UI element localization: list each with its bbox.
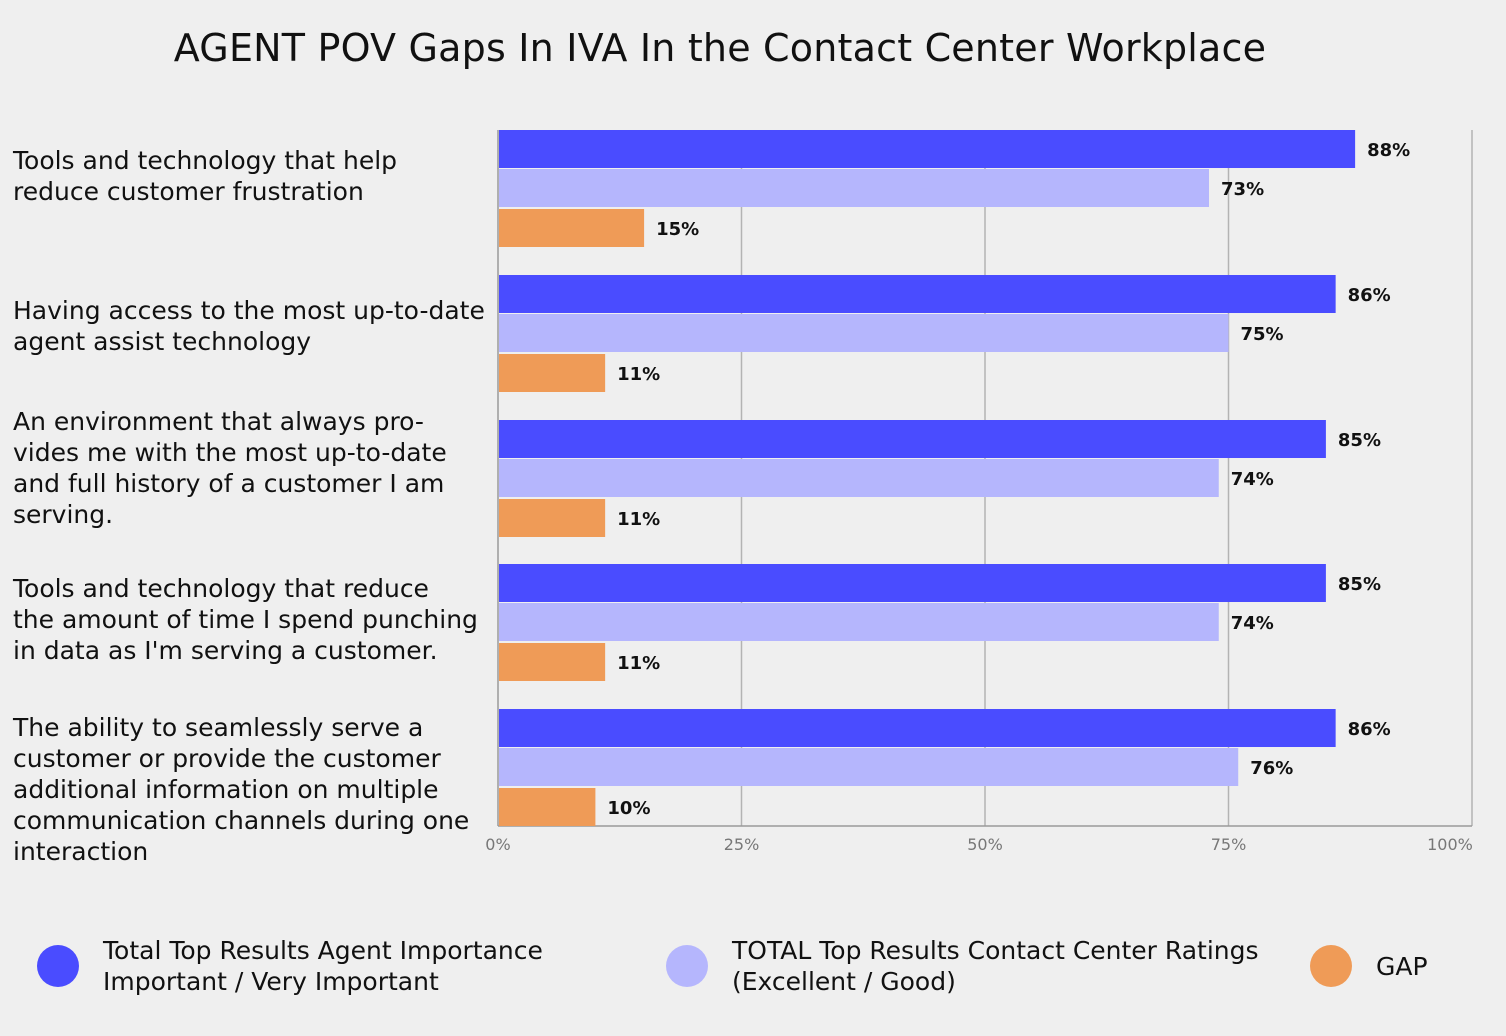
legend-item: TOTAL Top Results Contact Center Ratings…: [666, 935, 1259, 997]
category-label: Having access to the most up-to-date age…: [13, 296, 485, 356]
legend-swatch: [666, 945, 708, 987]
category-label: The ability to seamlessly serve a custom…: [13, 713, 470, 866]
data-label: 73%: [1221, 179, 1264, 200]
bar-series2-cat1: [499, 354, 606, 392]
x-tick-label: 75%: [1211, 835, 1247, 854]
x-tick-label: 0%: [485, 835, 510, 854]
data-label: 74%: [1231, 613, 1274, 634]
category-label: Tools and technology that help reduce cu…: [13, 146, 398, 206]
data-label: 11%: [617, 509, 660, 530]
data-label: 75%: [1241, 324, 1284, 345]
data-label: 76%: [1250, 758, 1293, 779]
bar-series2-cat4: [499, 788, 596, 826]
data-label: 15%: [656, 219, 699, 240]
bar-chart: 0% 25% 50% 75% 100% 88% 86% 85% 85% 86% 73% 75% 74% 7…: [485, 130, 1473, 854]
data-label: 85%: [1338, 430, 1381, 451]
bar-series2-cat0: [499, 209, 645, 247]
x-tick-label: 25%: [724, 835, 760, 854]
legend-label: GAP: [1376, 951, 1428, 981]
bar-series2-cat3: [499, 643, 606, 681]
bar-series1-cat1: [499, 314, 1229, 352]
legend-item: GAP: [1310, 945, 1428, 987]
legend-item: Total Top Results Agent Importance Impor…: [37, 935, 543, 997]
category-label: Tools and technology that reduce the amo…: [13, 574, 478, 665]
bar-series1-cat0: [499, 169, 1210, 207]
bar-series0-cat2: [499, 420, 1326, 458]
category-label: An environment that always pro- vides me…: [13, 407, 447, 529]
bar-series0-cat0: [499, 130, 1356, 168]
data-label: 86%: [1348, 285, 1391, 306]
data-label: 11%: [617, 364, 660, 385]
chart-title: AGENT POV Gaps In IVA In the Contact Cen…: [173, 26, 1267, 70]
bar-series2-cat2: [499, 499, 606, 537]
x-tick-label: 100%: [1427, 835, 1473, 854]
legend-swatch: [1310, 945, 1352, 987]
bar-series0-cat3: [499, 564, 1326, 602]
data-label: 74%: [1231, 469, 1274, 490]
data-label: 88%: [1367, 140, 1410, 161]
x-tick-label: 50%: [967, 835, 1003, 854]
data-label: 10%: [607, 798, 650, 819]
legend-swatch: [37, 945, 79, 987]
data-label: 11%: [617, 653, 660, 674]
legend-label: TOTAL Top Results Contact Center Ratings…: [732, 936, 1259, 996]
bar-series0-cat1: [499, 275, 1336, 313]
data-label: 85%: [1338, 574, 1381, 595]
bar-series1-cat2: [499, 459, 1219, 497]
data-label: 86%: [1348, 719, 1391, 740]
bar-series0-cat4: [499, 709, 1336, 747]
bar-series1-cat4: [499, 748, 1239, 786]
legend-label: Total Top Results Agent Importance Impor…: [103, 936, 543, 996]
bar-series1-cat3: [499, 603, 1219, 641]
